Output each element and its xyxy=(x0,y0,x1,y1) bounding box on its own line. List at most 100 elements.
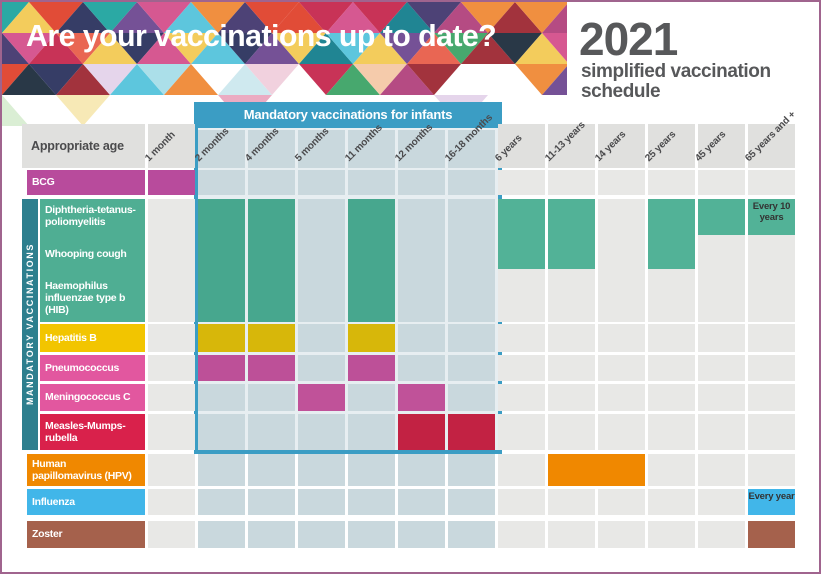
vaccine-row-label-pneumo: Pneumococcus xyxy=(40,355,145,381)
schedule-cell xyxy=(698,521,745,548)
schedule-cell xyxy=(598,489,645,515)
schedule-cell xyxy=(348,521,395,548)
schedule-cell xyxy=(648,170,695,195)
schedule-cell xyxy=(198,384,245,411)
schedule-cell xyxy=(298,324,345,352)
vaccine-row-label-bcg: BCG xyxy=(27,170,145,195)
schedule-cell xyxy=(398,454,445,486)
schedule-cell xyxy=(198,170,245,195)
schedule-cell xyxy=(348,384,395,411)
schedule-cell xyxy=(448,170,495,195)
age-column-header-cell xyxy=(648,124,695,168)
dose-cell-dtp-65y: Every 10 years xyxy=(748,199,795,235)
vaccine-name: Diphtheria-tetanus- poliomyelitis xyxy=(45,204,136,229)
schedule-cell xyxy=(598,355,645,381)
dose-cell-zoster-65y xyxy=(748,521,795,548)
dose-cell-dtp-2m xyxy=(198,199,245,322)
schedule-cell xyxy=(448,199,495,322)
dose-cell-dtp-4m xyxy=(248,199,295,322)
dose-cell-mening-12m xyxy=(398,384,445,411)
schedule-cell xyxy=(448,384,495,411)
dose-cell-mmr-16-18m xyxy=(448,414,495,450)
dose-cell-pneumo-4m xyxy=(248,355,295,381)
schedule-cell xyxy=(198,454,245,486)
schedule-cell xyxy=(448,521,495,548)
schedule-cell xyxy=(648,521,695,548)
schedule-cell xyxy=(398,170,445,195)
schedule-cell xyxy=(448,324,495,352)
schedule-cell xyxy=(598,324,645,352)
schedule-cell xyxy=(148,454,195,486)
schedule-cell xyxy=(548,170,595,195)
year-subtitle-line2: schedule xyxy=(581,80,661,102)
age-column-header-cell xyxy=(298,130,345,168)
schedule-cell xyxy=(648,454,695,486)
age-column-header-cell xyxy=(148,124,195,168)
schedule-cell xyxy=(748,355,795,381)
dose-cell-dtp-11-13y xyxy=(548,199,595,269)
schedule-cell xyxy=(398,521,445,548)
age-column-header-cell xyxy=(498,124,545,168)
schedule-cell xyxy=(598,170,645,195)
schedule-cell xyxy=(498,454,545,486)
schedule-cell xyxy=(198,521,245,548)
infant-zone-banner: Mandatory vaccinations for infants xyxy=(194,102,502,128)
mandatory-vaccinations-sidebar: MANDATORY VACCINATIONS xyxy=(22,199,38,450)
age-column-header-cell xyxy=(248,130,295,168)
schedule-cell xyxy=(698,355,745,381)
schedule-cell xyxy=(498,355,545,381)
dose-cell-dtp-11m xyxy=(348,199,395,322)
age-column-header-cell xyxy=(348,130,395,168)
schedule-cell xyxy=(148,414,195,450)
schedule-cell xyxy=(148,355,195,381)
schedule-cell xyxy=(698,324,745,352)
year-subtitle: simplified vaccination schedule xyxy=(581,62,771,102)
schedule-cell xyxy=(248,414,295,450)
schedule-cell xyxy=(198,489,245,515)
vaccine-name: Whooping cough xyxy=(45,247,127,260)
schedule-cell xyxy=(398,199,445,322)
schedule-cell xyxy=(548,489,595,515)
schedule-cell xyxy=(648,384,695,411)
schedule-cell xyxy=(448,355,495,381)
mandatory-vaccinations-label: MANDATORY VACCINATIONS xyxy=(25,243,35,406)
appropriate-age-header: Appropriate age xyxy=(22,124,145,168)
schedule-cell xyxy=(648,355,695,381)
schedule-cell xyxy=(648,324,695,352)
schedule-cell xyxy=(498,384,545,411)
schedule-cell xyxy=(498,414,545,450)
vaccine-name: Haemophilus influenzae type b (HIB) xyxy=(45,279,126,316)
schedule-cell xyxy=(398,355,445,381)
schedule-cell xyxy=(598,414,645,450)
schedule-cell xyxy=(698,414,745,450)
schedule-cell xyxy=(298,489,345,515)
vaccine-row-label-hepb: Hepatitis B xyxy=(40,324,145,352)
schedule-cell xyxy=(498,521,545,548)
schedule-cell xyxy=(148,521,195,548)
dose-cell-bcg-1m xyxy=(148,170,195,195)
schedule-cell xyxy=(148,324,195,352)
vaccine-row-label-hpv: Human papillomavirus (HPV) xyxy=(27,454,145,486)
age-column-header-cell xyxy=(598,124,645,168)
schedule-cell xyxy=(248,454,295,486)
dose-cell-mening-5m xyxy=(298,384,345,411)
schedule-cell xyxy=(598,521,645,548)
age-column-header-cell xyxy=(698,124,745,168)
dose-cell-flu-65y: Every year xyxy=(748,489,795,515)
schedule-cell xyxy=(748,414,795,450)
vaccine-row-label-zoster: Zoster xyxy=(27,521,145,548)
poster-title: Are your vaccinations up to date? xyxy=(26,18,497,53)
schedule-cell xyxy=(748,170,795,195)
age-column-header-cell xyxy=(748,124,795,168)
schedule-cell xyxy=(748,324,795,352)
vaccine-row-label-mening: Meningococcus C xyxy=(40,384,145,411)
age-column-header-cell xyxy=(548,124,595,168)
schedule-cell xyxy=(298,170,345,195)
schedule-cell xyxy=(698,489,745,515)
dose-cell-hepb-4m xyxy=(248,324,295,352)
dose-note: Every 10 years xyxy=(752,201,791,223)
vaccine-row-label-flu: Influenza xyxy=(27,489,145,515)
schedule-cell xyxy=(498,324,545,352)
schedule-cell xyxy=(648,489,695,515)
schedule-cell xyxy=(298,414,345,450)
